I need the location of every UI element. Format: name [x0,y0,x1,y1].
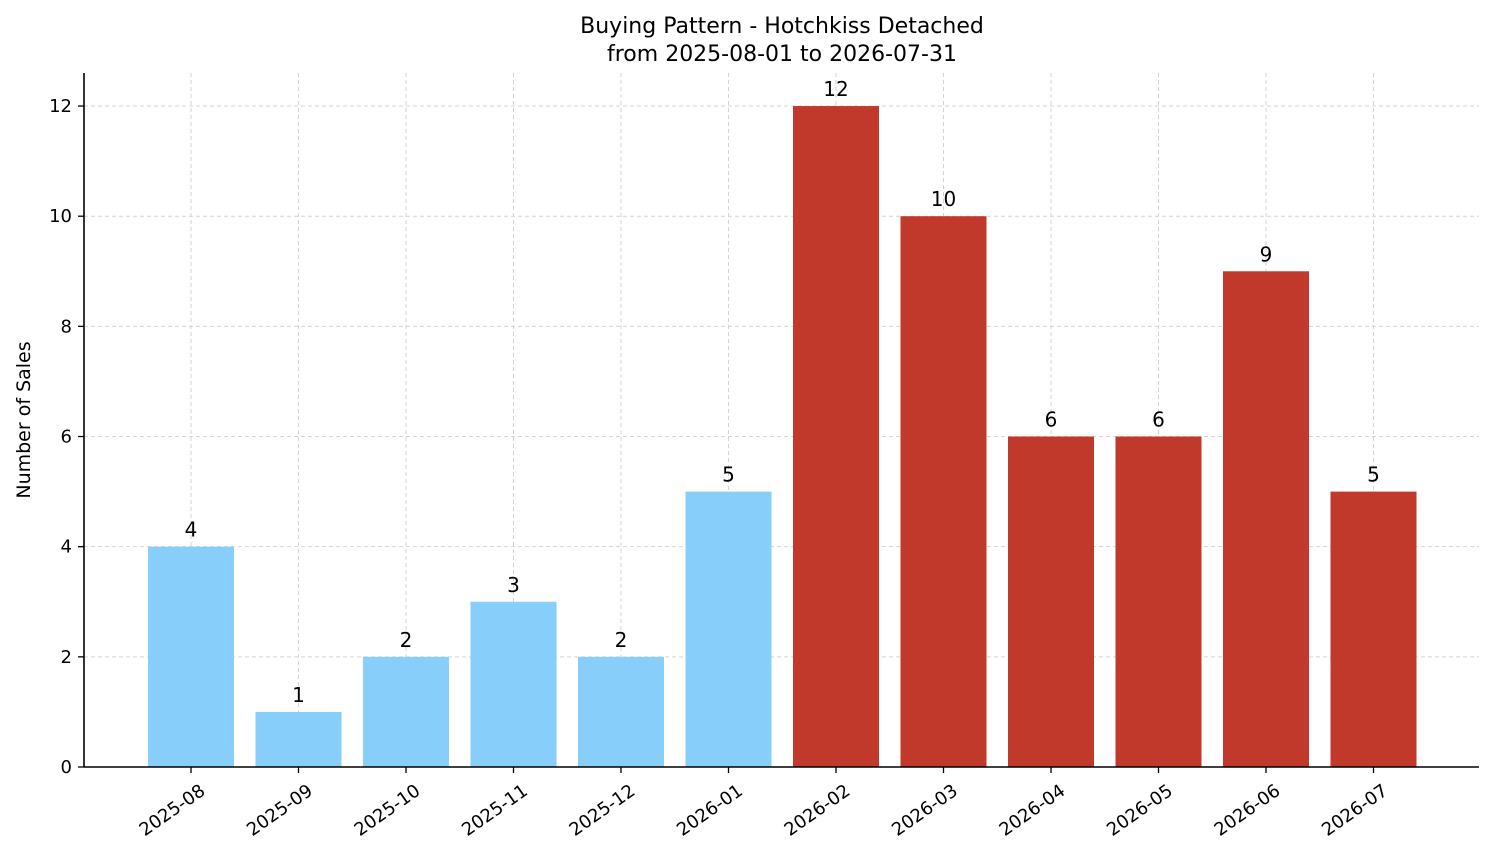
bar-2026-05 [1115,436,1202,767]
y-tick-label: 10 [49,206,72,227]
x-tick-label-2026-02: 2026-02 [781,780,855,840]
data-label-2025-09: 1 [292,683,305,707]
data-label-2026-02: 12 [823,77,848,101]
y-tick-label: 2 [61,647,72,668]
data-label-2026-03: 10 [931,187,956,211]
x-tick-label-2026-04: 2026-04 [996,780,1070,840]
bar-2026-04 [1008,436,1094,767]
x-tick-label-2025-12: 2025-12 [566,780,640,840]
data-label-2025-11: 3 [507,573,520,597]
data-label-2026-06: 9 [1260,242,1273,266]
axes [83,73,1479,768]
data-label-2025-08: 4 [185,518,198,542]
bar-2025-09 [255,711,342,767]
chart-title: Buying Pattern - Hotchkiss Detached [580,14,984,39]
bar-2025-08 [148,546,234,767]
bar-2026-01 [685,491,772,767]
y-ticks: 0 2 4 6 8 10 12 [49,96,84,778]
data-label-2026-05: 6 [1152,408,1165,432]
x-tick-label-2026-07: 2026-07 [1318,780,1392,840]
x-ticks: 2025-08 2025-09 2025-10 2025-11 2025-12 2026-… [136,767,1392,841]
y-tick-label: 0 [61,757,72,778]
bar-2026-07 [1330,491,1417,767]
bar-2025-11 [470,601,557,767]
y-tick-label: 12 [49,96,72,117]
data-label-2026-01: 5 [722,463,735,487]
data-label-2025-12: 2 [615,628,628,652]
x-tick-label-2025-11: 2025-11 [458,780,532,840]
x-tick-label-2025-10: 2025-10 [351,780,425,840]
y-tick-label: 8 [61,316,72,337]
y-tick-label: 6 [61,427,72,448]
bar-2026-03 [900,216,987,767]
x-tick-label-2026-03: 2026-03 [888,780,962,840]
bars [148,106,1417,768]
bar-2026-06 [1223,271,1309,767]
data-label-2026-07: 5 [1367,463,1380,487]
y-tick-label: 4 [61,537,72,558]
data-label-2025-10: 2 [400,628,413,652]
bar-2025-12 [578,656,664,767]
x-tick-label-2025-08: 2025-08 [136,780,210,840]
y-axis-label: Number of Sales [13,341,35,498]
x-tick-label-2026-01: 2026-01 [673,780,747,840]
x-tick-label-2026-06: 2026-06 [1211,780,1285,840]
bar-2025-10 [363,656,449,767]
bar-2026-02 [793,106,879,768]
x-tick-label-2026-05: 2026-05 [1103,780,1177,840]
chart-subtitle: from 2025-08-01 to 2026-07-31 [607,42,957,67]
data-label-2026-04: 6 [1045,408,1058,432]
x-tick-label-2025-09: 2025-09 [243,780,317,840]
